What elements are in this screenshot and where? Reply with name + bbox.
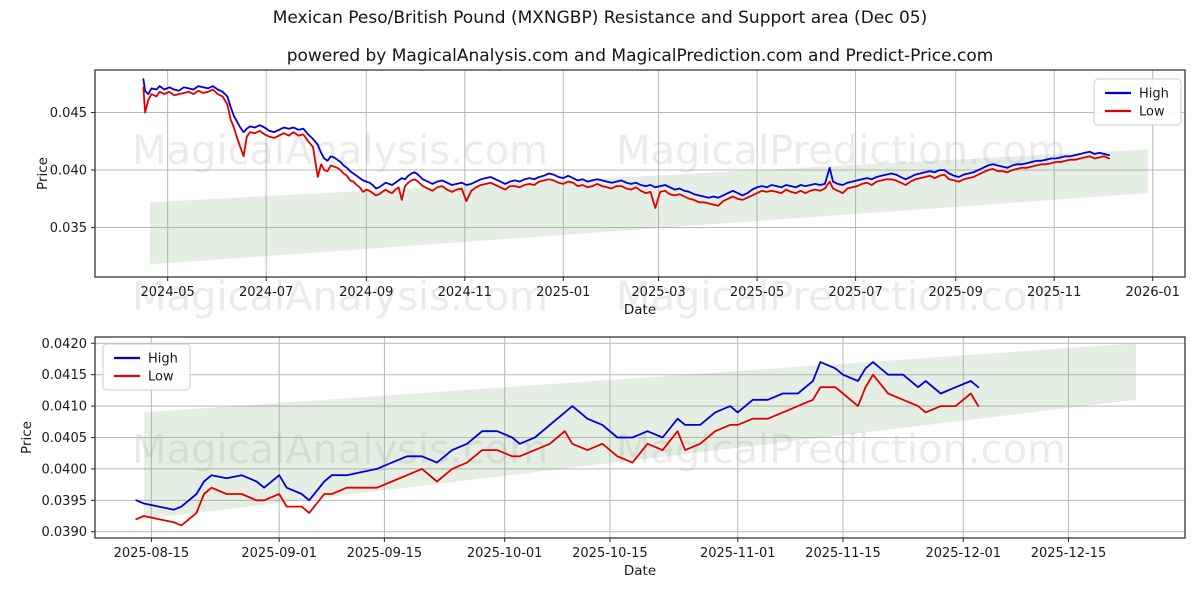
y-axis-label: Price: [35, 157, 51, 190]
chart-daily-history-chart: 2024-05 2024-07 2024-09 2024-11 2025-01 2025-…: [35, 69, 1186, 318]
y-tick-label: 0.0390: [42, 525, 88, 540]
support-resistance-band: [149, 149, 1148, 265]
watermark-text: MagicalAnalysis.com: [131, 128, 549, 174]
y-tick-label: 0.040: [50, 164, 87, 179]
high-line: [142, 78, 1110, 199]
y-tick-label: 0.0420: [42, 337, 88, 352]
x-tick-label: 2025-10-01: [467, 546, 543, 561]
y-tick-label: 0.035: [50, 221, 87, 236]
plot-border: [94, 69, 1186, 278]
watermark-text: MagicalPrediction.com: [616, 128, 1066, 174]
watermark-text: MagicalAnalysis.com: [131, 274, 549, 320]
legend-label: Low: [1139, 105, 1165, 120]
page-subtitle: powered by MagicalAnalysis.com and Magic…: [286, 46, 994, 66]
legend: High Low: [102, 343, 191, 391]
x-tick-label: 2026-01: [1126, 285, 1180, 300]
chart-recent-detail-chart: 2025-08-15 2025-09-01 2025-09-15 2025-10-01…: [19, 336, 1186, 579]
legend-box: [102, 343, 191, 391]
x-tick-label: 2025-09-15: [347, 546, 423, 561]
x-tick-label: 2025-12-15: [1031, 546, 1107, 561]
high-line: [135, 361, 980, 511]
legend: High Low: [1093, 78, 1182, 126]
x-tick-label: 2025-11-15: [805, 546, 881, 561]
x-tick-label: 2024-11: [438, 285, 492, 300]
x-tick-label: 2024-09: [339, 285, 393, 300]
x-tick-label: 2025-05: [730, 285, 784, 300]
legend-label: High: [148, 352, 178, 367]
y-tick-label: 0.0405: [42, 431, 88, 446]
legend-box: [1093, 78, 1182, 126]
watermark-text: MagicalPrediction.com: [616, 427, 1066, 473]
y-tick-label: 0.0400: [42, 462, 88, 477]
x-tick-label: 2025-11-01: [700, 546, 776, 561]
x-tick-label: 2025-08-15: [114, 546, 190, 561]
x-tick-label: 2025-10-15: [572, 546, 648, 561]
y-tick-label: 0.0410: [42, 400, 88, 415]
x-tick-label: 2025-01: [536, 285, 590, 300]
x-tick-label: 2024-05: [141, 285, 195, 300]
y-axis-label: Price: [19, 421, 35, 454]
legend-label: Low: [148, 370, 174, 385]
low-line: [135, 373, 980, 527]
x-tick-label: 2025-11: [1027, 285, 1081, 300]
y-tick-label: 0.0395: [42, 494, 88, 509]
support-resistance-band: [143, 343, 1137, 520]
x-tick-label: 2025-07: [828, 285, 882, 300]
watermark-text: MagicalPrediction.com: [616, 274, 1066, 320]
x-tick-label: 2025-09: [929, 285, 983, 300]
x-tick-label: 2025-12-01: [925, 546, 1001, 561]
x-tick-label: 2025-09-01: [241, 546, 317, 561]
y-tick-label: 0.045: [50, 106, 87, 121]
x-axis-label: Date: [624, 302, 656, 318]
page-title: Mexican Peso/British Pound (MXNGBP) Resi…: [272, 8, 928, 28]
y-tick-label: 0.0415: [42, 368, 88, 383]
x-tick-label: 2024-07: [239, 285, 293, 300]
legend-label: High: [1139, 87, 1169, 102]
low-line: [142, 86, 1110, 209]
x-tick-label: 2025-03: [631, 285, 685, 300]
x-axis-label: Date: [624, 563, 656, 579]
